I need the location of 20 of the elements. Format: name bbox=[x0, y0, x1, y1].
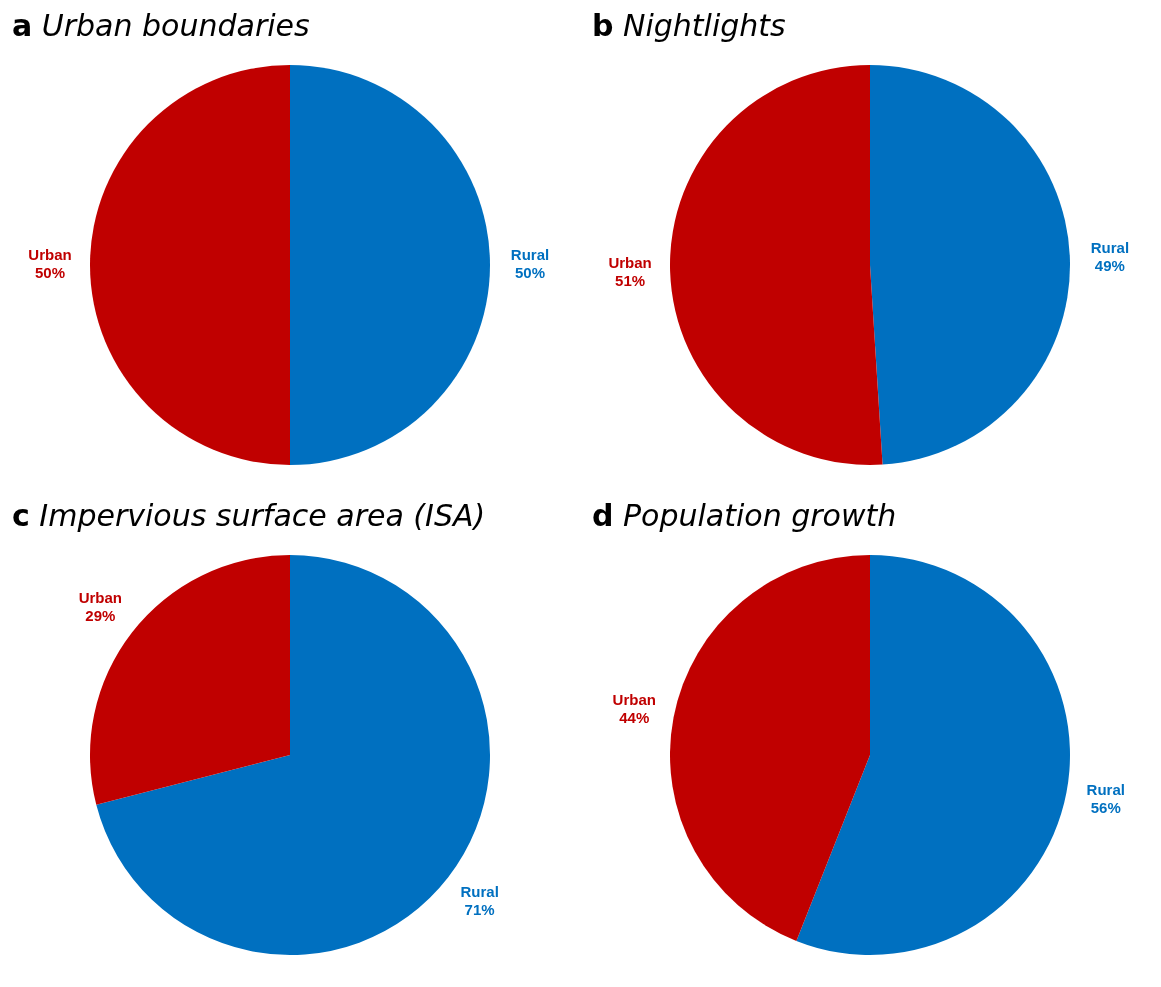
data-label: 71% bbox=[464, 901, 495, 919]
data-label: 44% bbox=[619, 709, 650, 727]
slice-label: Rural bbox=[1090, 238, 1130, 256]
slice-label: Rural bbox=[510, 246, 550, 264]
slice-label: Urban bbox=[608, 253, 652, 271]
slice-label: Urban bbox=[78, 589, 123, 607]
chart-title: c Impervious surface area (ISA) bbox=[12, 498, 486, 533]
data-label: 56% bbox=[1090, 799, 1121, 817]
slice-label: Urban bbox=[28, 246, 72, 264]
data-label: 49% bbox=[1094, 256, 1125, 274]
slice-label: Rural bbox=[460, 883, 499, 901]
data-label: 50% bbox=[34, 264, 66, 282]
chart-title: d Population growth bbox=[592, 498, 897, 533]
data-label: 29% bbox=[85, 607, 116, 625]
slice-label: Rural bbox=[1086, 781, 1125, 799]
data-label: 50% bbox=[514, 264, 546, 282]
slice-label: Urban bbox=[612, 691, 656, 709]
data-label: 51% bbox=[615, 271, 646, 289]
chart-title: b Nightlights bbox=[592, 8, 786, 43]
chart-title: a Urban boundaries bbox=[12, 8, 310, 43]
